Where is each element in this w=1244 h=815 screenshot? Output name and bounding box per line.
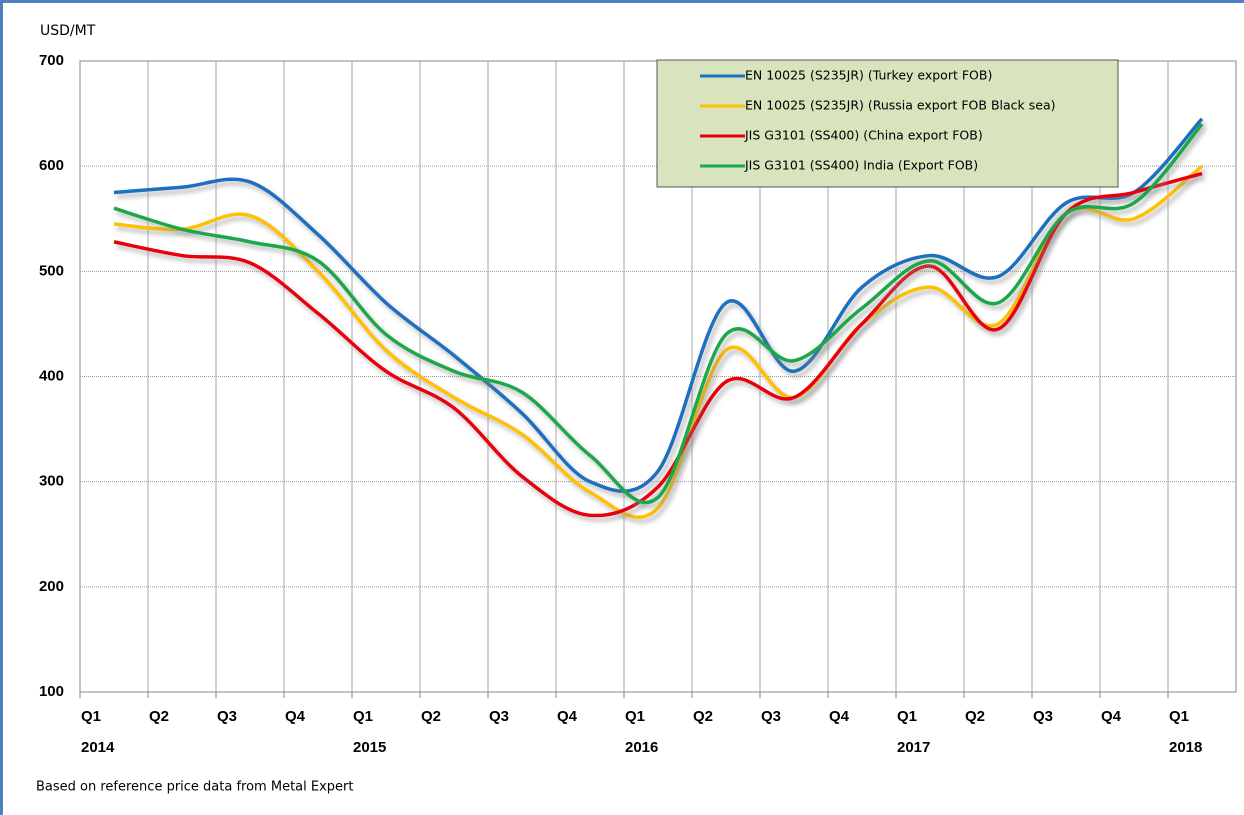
- series-line: [113, 164, 1204, 520]
- x-tick-label: Q1: [625, 708, 645, 725]
- y-tick-label: 700: [39, 52, 64, 69]
- x-tick-label: Q4: [829, 708, 850, 725]
- legend-entries: EN 10025 (S235JR) (Turkey export FOB) EN …: [700, 68, 1055, 173]
- year-label: 2018: [1169, 739, 1202, 756]
- x-tick-label: Q3: [1033, 708, 1053, 725]
- lines: [113, 117, 1204, 520]
- legend-label: JIS G3101 (SS400) India (Export FOB): [744, 158, 978, 173]
- y-tick-label: 200: [39, 578, 64, 595]
- x-tick-label: Q1: [81, 708, 101, 725]
- x-tick-label: Q4: [557, 708, 578, 725]
- year-label: 2014: [81, 739, 115, 756]
- x-tick-label: Q2: [693, 708, 713, 725]
- year-label: 2017: [897, 739, 930, 756]
- year-label: 2015: [353, 739, 386, 756]
- x-tick-label: Q3: [761, 708, 781, 725]
- x-tick-label: Q3: [489, 708, 509, 725]
- y-axis-label: USD/MT: [40, 23, 96, 39]
- x-tick-label: Q4: [285, 708, 306, 725]
- x-tick-label: Q1: [353, 708, 373, 725]
- y-tick-label: 600: [39, 157, 64, 174]
- x-tick-label: Q1: [897, 708, 917, 725]
- x-tick-label: Q2: [421, 708, 441, 725]
- y-tick-label: 100: [39, 683, 64, 700]
- x-tick-label: Q2: [149, 708, 169, 725]
- legend-label: EN 10025 (S235JR) (Russia export FOB Bla…: [745, 98, 1055, 113]
- x-tick-label: Q3: [217, 708, 237, 725]
- y-tick-label: 500: [39, 262, 64, 279]
- x-tick-label: Q4: [1101, 708, 1122, 725]
- x-tick-label: Q2: [965, 708, 985, 725]
- series-line: [113, 122, 1204, 505]
- year-label: 2016: [625, 739, 658, 756]
- x-tick-label: Q1: [1169, 708, 1189, 725]
- footnote: Based on reference price data from Metal…: [36, 780, 353, 795]
- y-tick-label: 400: [39, 367, 64, 384]
- y-tick-label: 300: [39, 473, 64, 490]
- legend-label: EN 10025 (S235JR) (Turkey export FOB): [745, 68, 992, 83]
- series-line: [113, 117, 1204, 493]
- legend-label: JIS G3101 (SS400) (China export FOB): [744, 128, 983, 143]
